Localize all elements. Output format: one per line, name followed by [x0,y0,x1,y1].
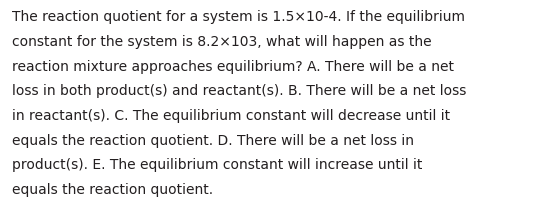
Text: equals the reaction quotient. D. There will be a net loss in: equals the reaction quotient. D. There w… [12,134,414,148]
Text: constant for the system is 8.2×103, what will happen as the: constant for the system is 8.2×103, what… [12,35,432,49]
Text: reaction mixture approaches equilibrium? A. There will be a net: reaction mixture approaches equilibrium?… [12,60,454,74]
Text: in reactant(s). C. The equilibrium constant will decrease until it: in reactant(s). C. The equilibrium const… [12,109,450,123]
Text: The reaction quotient for a system is 1.5×10-4. If the equilibrium: The reaction quotient for a system is 1.… [12,10,465,24]
Text: loss in both product(s) and reactant(s). B. There will be a net loss: loss in both product(s) and reactant(s).… [12,84,466,98]
Text: product(s). E. The equilibrium constant will increase until it: product(s). E. The equilibrium constant … [12,158,422,172]
Text: equals the reaction quotient.: equals the reaction quotient. [12,183,213,197]
